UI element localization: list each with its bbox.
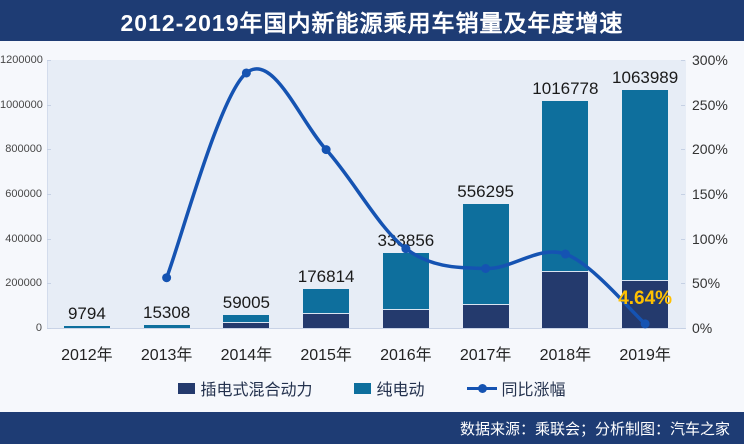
title-bar: 2012-2019年国内新能源乘用车销量及年度增速: [0, 0, 744, 41]
bar-total-label: 1063989: [612, 68, 679, 87]
legend-item-bev: 纯电动: [354, 376, 425, 400]
bar-segment-phev: [382, 310, 429, 328]
right-axis-tick-label: 100%: [692, 230, 728, 247]
x-axis-label: 2012年: [61, 347, 113, 364]
phev-swatch-icon: [178, 382, 196, 394]
legend: 插电式混合动力 纯电动 同比涨幅: [0, 376, 744, 400]
right-axis-tickmark: [681, 238, 685, 240]
left-axis-tick-label: 200000: [5, 277, 42, 290]
source-text: 数据来源：乘联会；分析制图：汽车之家: [459, 420, 730, 438]
x-axis-label: 2017年: [459, 347, 512, 364]
bar-segment-separator: [622, 280, 669, 281]
source-bar: 数据来源：乘联会；分析制图：汽车之家: [0, 412, 744, 444]
bar-segment-bev: [622, 90, 669, 281]
legend-bev-label: 纯电动: [376, 382, 425, 399]
bar-segment-phev: [223, 323, 270, 328]
left-axis-tick-label: 1200000: [0, 54, 43, 66]
bar-segment-bev: [462, 204, 509, 305]
right-axis-tickmark: [681, 194, 685, 195]
left-axis-tickmark: [47, 328, 51, 329]
right-axis-tick-label: 50%: [692, 275, 721, 292]
bar-segment-phev: [303, 314, 350, 328]
right-axis-tickmark: [681, 283, 685, 285]
bar-segment-bev: [382, 253, 429, 310]
bar-segment-bev: [143, 325, 190, 328]
bar-segment-separator: [462, 304, 509, 305]
right-axis-tick-label: 0%: [692, 320, 713, 336]
legend-item-growth: 同比涨幅: [466, 376, 566, 400]
bar-total-label: 9794: [67, 304, 106, 323]
x-axis-label: 2019年: [619, 347, 671, 364]
left-axis-tickmark: [47, 104, 51, 106]
line-marker-icon: [466, 383, 497, 394]
bar-total-label: 556295: [457, 182, 514, 201]
x-axis-label: 2015年: [300, 347, 352, 364]
bar-total-label: 59005: [222, 293, 271, 312]
right-axis-tick-label: 200%: [692, 141, 728, 158]
x-axis-label: 2013年: [140, 347, 193, 364]
legend-item-phev: 插电式混合动力: [178, 376, 312, 400]
legend-growth-label: 同比涨幅: [501, 382, 566, 399]
left-axis-tickmark: [47, 60, 51, 61]
left-axis-tick-label: 800000: [5, 143, 42, 156]
left-axis-tick-label: 1000000: [0, 98, 43, 111]
left-axis-tick-label: 0: [35, 322, 42, 334]
bar-segment-bev: [303, 289, 350, 314]
growth-last-point-label: 4.64%: [618, 288, 673, 309]
right-axis-tickmark: [681, 328, 685, 329]
bar-segment-separator: [382, 309, 429, 310]
right-axis-tick-label: 300%: [692, 52, 728, 68]
bar-segment-separator: [303, 313, 350, 314]
bar-segment-separator: [223, 322, 270, 323]
left-axis-tick-label: 600000: [5, 188, 42, 200]
left-axis-tickmark: [47, 194, 51, 195]
bar-segment-bev: [63, 326, 110, 328]
left-axis-tick-label: 400000: [5, 232, 42, 245]
bar-segment-bev: [542, 101, 589, 272]
left-axis-tickmark: [47, 149, 51, 151]
bar-segment-phev: [462, 305, 509, 328]
x-axis-label: 2018年: [539, 347, 592, 364]
bar-segment-separator: [542, 271, 589, 272]
right-axis-tickmark: [681, 104, 685, 106]
x-axis-label: 2016年: [380, 347, 432, 364]
chart-title: 2012-2019年国内新能源乘用车销量及年度增速: [120, 9, 624, 36]
x-axis-label: 2014年: [220, 347, 273, 364]
bar-segment-phev: [542, 272, 589, 328]
right-axis-tickmark: [681, 60, 685, 61]
bar-total-label: 176814: [297, 267, 355, 286]
left-axis-tickmark: [47, 238, 51, 240]
right-axis-tick-label: 250%: [692, 96, 728, 113]
right-axis-tick-label: 150%: [692, 186, 728, 202]
right-axis-tickmark: [681, 149, 685, 151]
bev-swatch-icon: [354, 382, 372, 394]
legend-phev-label: 插电式混合动力: [200, 382, 313, 399]
left-axis-tickmark: [47, 283, 51, 285]
bar-total-label: 333856: [377, 231, 435, 250]
